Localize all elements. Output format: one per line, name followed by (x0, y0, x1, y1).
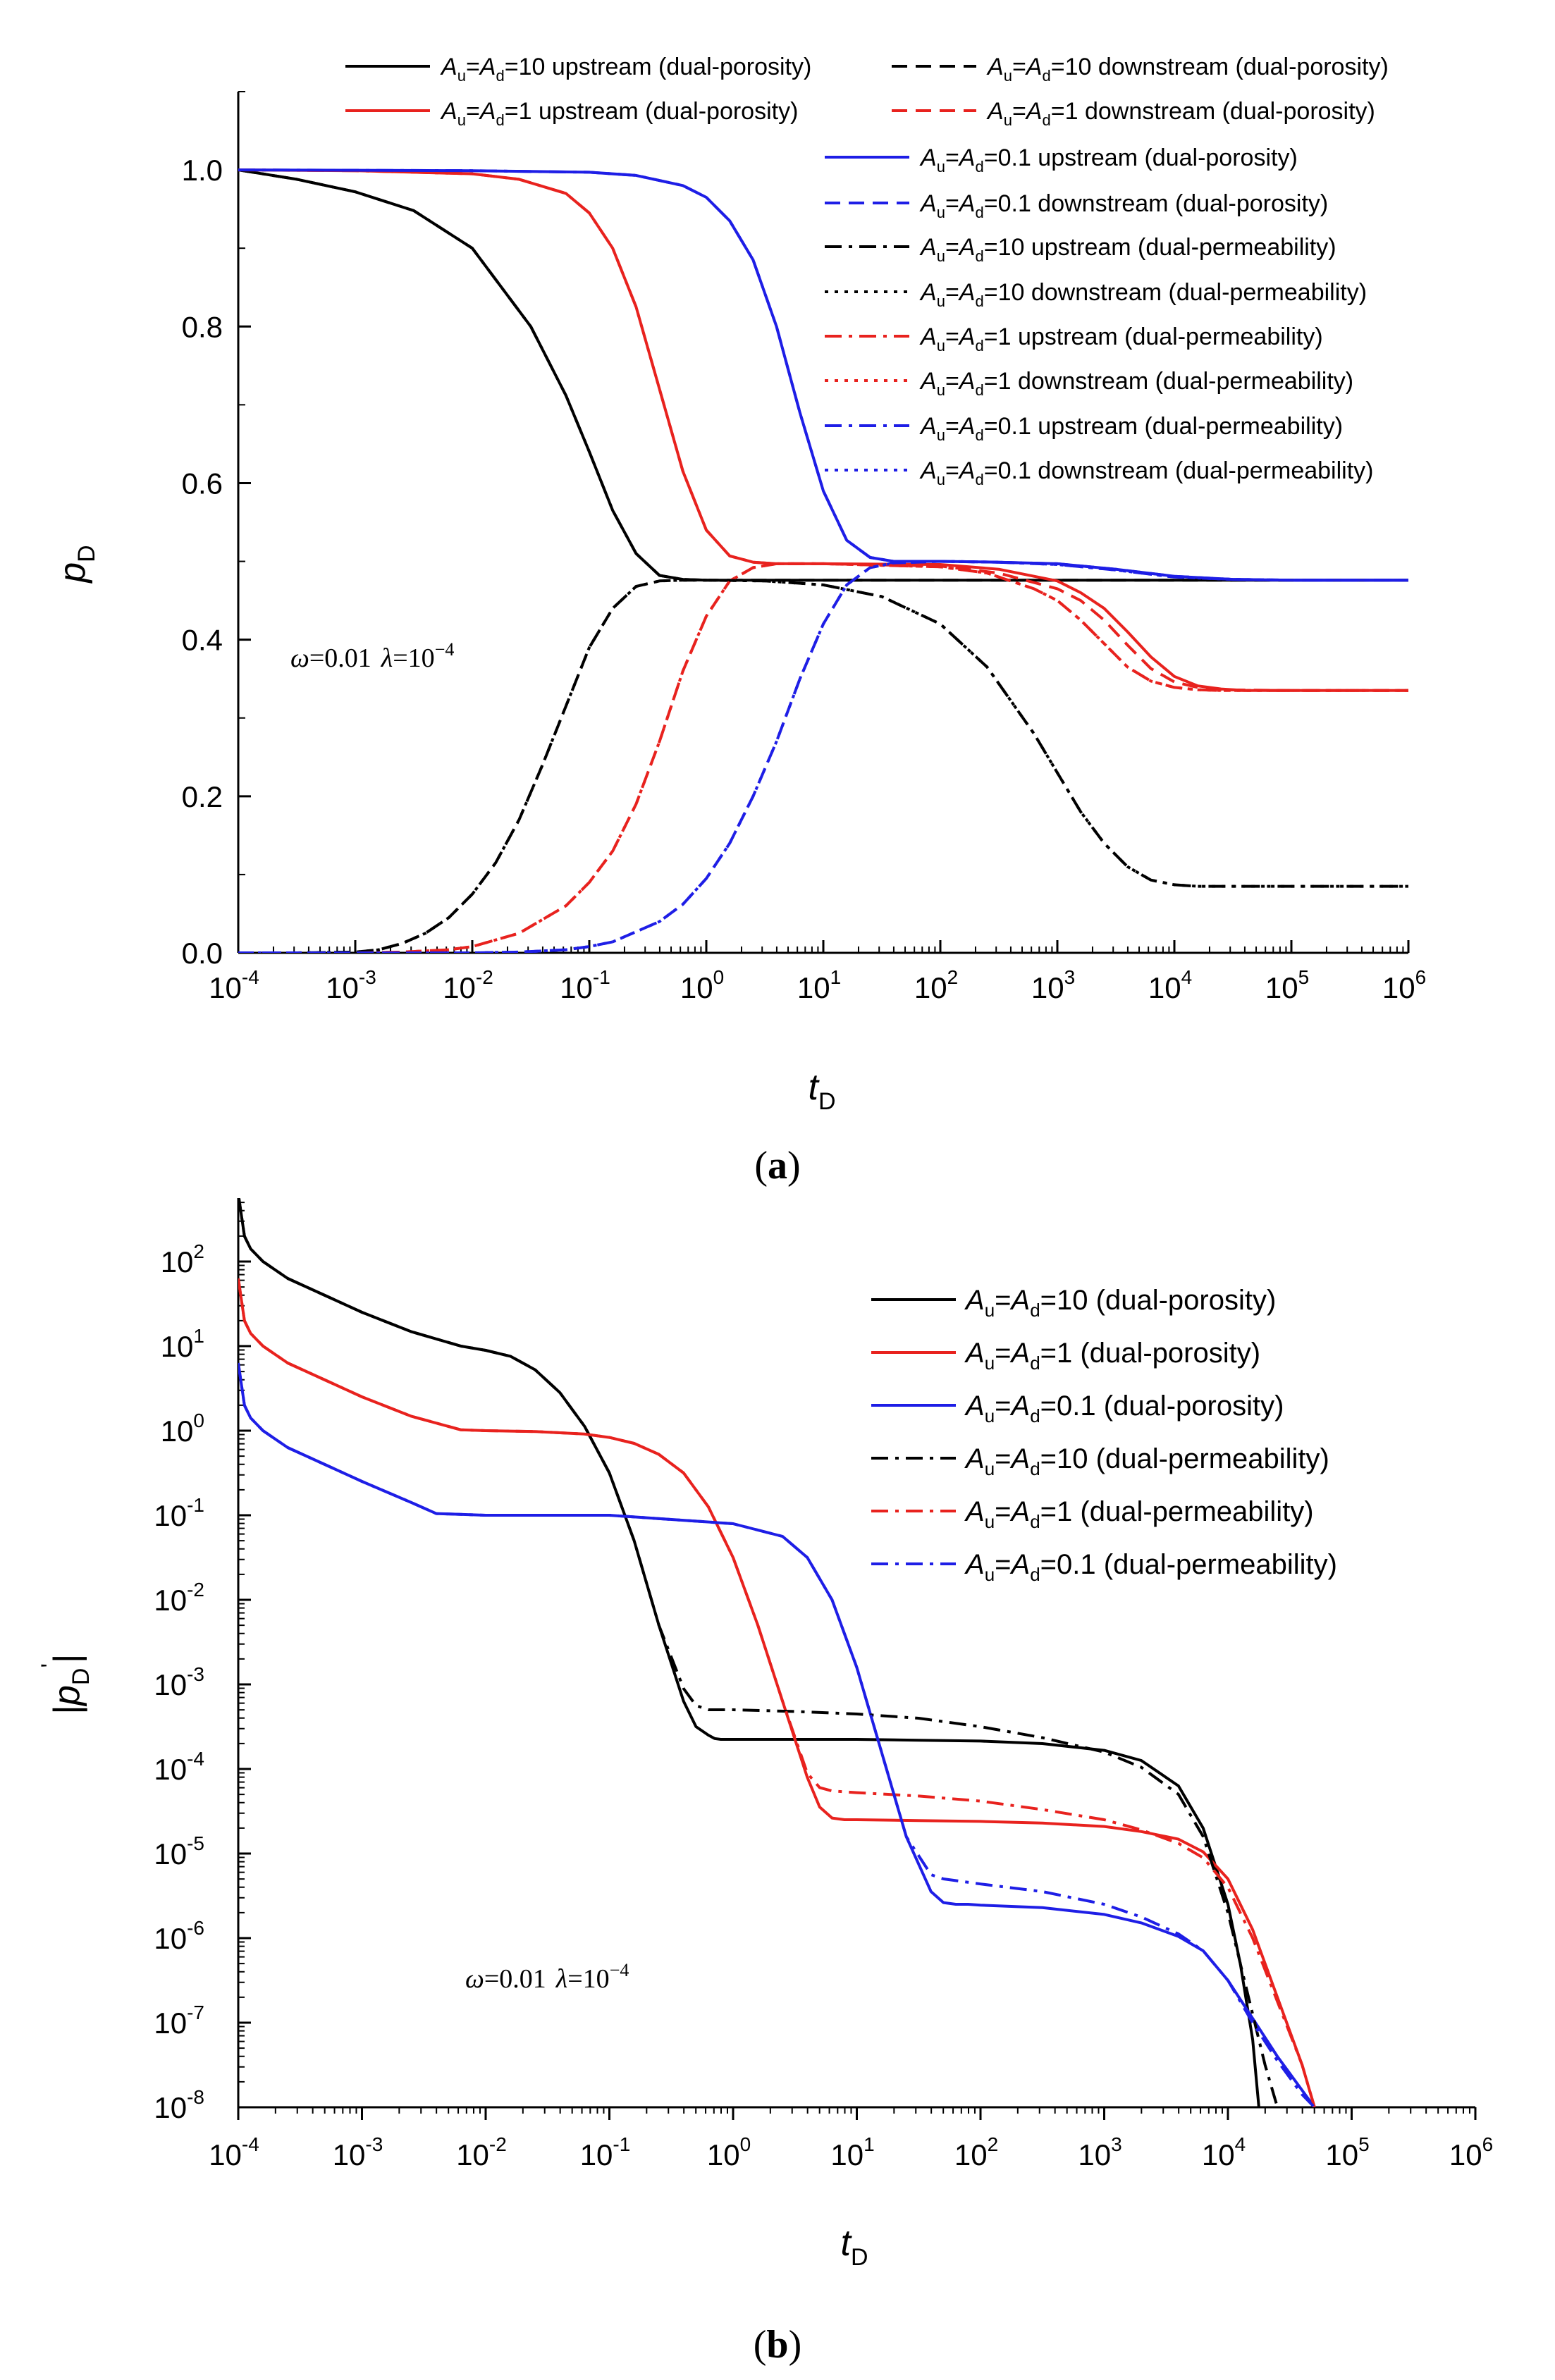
chart-b-annotation: ω=0.01 λ=10−4 (465, 1960, 629, 1994)
chart-b-legend-label: Au=Ad=1 (dual-permeability) (964, 1496, 1314, 1532)
chart-b-xtick-label: 101 (830, 2133, 874, 2171)
chart-a-annotation: ω=0.01 λ=10−4 (290, 639, 454, 673)
chart-a-ytick-label: 0.2 (182, 780, 223, 813)
chart-a-legend-label: Au=Ad=1 upstream (dual-permeability) (919, 323, 1323, 354)
chart-b-legend-label: Au=Ad=0.1 (dual-permeability) (964, 1549, 1337, 1585)
chart-a-series-line (238, 168, 1408, 692)
chart-a-series (238, 168, 1408, 953)
chart-a-ylabel: pD (52, 545, 100, 584)
chart-a-xtick-label: 10-4 (209, 966, 259, 1004)
chart-a-series-line (238, 579, 1408, 953)
chart-b-legend-label: Au=Ad=10 (dual-porosity) (964, 1285, 1276, 1321)
chart-b-ytick-label: 10-5 (154, 1832, 204, 1870)
chart-a-legend-label: Au=Ad=10 upstream (dual-permeability) (919, 234, 1336, 265)
chart-a-legend-label: Au=Ad=0.1 downstream (dual-porosity) (919, 190, 1328, 221)
chart-b-xtick-label: 10-1 (580, 2133, 631, 2171)
chart-b-xtick-label: 10-4 (209, 2133, 259, 2171)
chart-b-ytick-label: 10-2 (154, 1579, 204, 1617)
chart-b-ytick-label: 10-3 (154, 1663, 204, 1701)
chart-a-xtick-label: 10-2 (443, 966, 493, 1004)
chart-a-ytick-label: 0.6 (182, 467, 223, 500)
chart-b-series-line (238, 1362, 1316, 2107)
chart-a-xtick-label: 10-3 (326, 966, 376, 1004)
chart-a-y-ticks: 0.0 0.2 0.4 0.6 0.8 1.0 (182, 91, 251, 970)
chart-a-xtick-label: 104 (1148, 966, 1192, 1004)
chart-b-xtick-label: 100 (707, 2133, 751, 2171)
panel-b-label: (b) (754, 2323, 801, 2367)
chart-b-y-ticks: 10-8 10-7 10-6 10-5 10-4 10-3 10-2 10-1 100 101 10… (154, 1202, 251, 2124)
chart-b-legend-label: Au=Ad=0.1 (dual-porosity) (964, 1391, 1284, 1426)
chart-b-legend-label: Au=Ad=10 (dual-permeability) (964, 1443, 1329, 1479)
chart-a-series-line (238, 560, 1408, 953)
chart-a-legend-label: Au=Ad=1 downstream (dual-porosity) (986, 98, 1375, 129)
chart-b-xtick-label: 106 (1449, 2133, 1493, 2171)
chart-a-legend-label: Au=Ad=10 upstream (dual-porosity) (440, 54, 811, 85)
chart-b-ytick-label: 10-1 (154, 1494, 204, 1532)
chart-b-ytick-label: 100 (161, 1410, 204, 1448)
chart-a-legend-label: Au=Ad=0.1 downstream (dual-permeability) (919, 457, 1373, 488)
chart-a-x-ticks: 10-4 10-3 10-2 10-1 100 101 102 103 104 105 106 (209, 940, 1426, 1004)
panel-a-label: (a) (754, 1144, 800, 1188)
chart-a-xtick-label: 102 (914, 966, 958, 1004)
chart-b-xtick-label: 10-3 (333, 2133, 383, 2171)
chart-b-xtick-label: 10-2 (456, 2133, 507, 2171)
chart-b-xtick-label: 105 (1325, 2133, 1369, 2171)
chart-a-series-line (238, 579, 1408, 953)
chart-a-legend-label: Au=Ad=1 downstream (dual-permeability) (919, 368, 1353, 399)
chart-b-series-line (238, 1198, 1279, 2107)
chart-a-gridlines-axes (237, 92, 1408, 954)
chart-b-ytick-label: 101 (161, 1325, 204, 1363)
chart-a-ytick-label: 1.0 (182, 154, 223, 187)
chart-a-legend-label: Au=Ad=0.1 upstream (dual-porosity) (919, 144, 1298, 175)
chart-a-legend: Au=Ad=10 upstream (dual-porosity) Au=Ad=1… (345, 54, 1389, 488)
chart-a-legend-label: Au=Ad=10 downstream (dual-permeability) (919, 279, 1367, 310)
chart-a-xtick-label: 101 (797, 966, 841, 1004)
chart-a-xtick-label: 100 (680, 966, 724, 1004)
chart-a-ytick-label: 0.4 (182, 624, 223, 657)
chart-a: 0.00.20.40.60.81.0 10-4 10-3 10-2 10-1 100 10… (52, 54, 1426, 1188)
chart-b-legend: Au=Ad=10 (dual-porosity) Au=Ad=1 (dual-po… (871, 1285, 1337, 1585)
chart-b-series-line (238, 1362, 1316, 2107)
chart-b-ytick-label: 10-7 (154, 2002, 204, 2040)
chart-a-xtick-label: 10-1 (560, 966, 610, 1004)
chart-b-ytick-label: 10-4 (154, 1748, 204, 1786)
chart-b-xtick-label: 104 (1202, 2133, 1246, 2171)
chart-a-series-line (238, 168, 1408, 888)
chart-b-series-line (238, 1278, 1316, 2107)
chart-a-series-line (238, 168, 1408, 582)
chart-a-legend-label: Au=Ad=1 upstream (dual-porosity) (440, 98, 798, 129)
chart-a-series-line (238, 560, 1408, 953)
chart-a-ytick-label: 0.8 (182, 310, 223, 343)
chart-b-ytick-label: 10-6 (154, 1917, 204, 1955)
chart-b-legend-label: Au=Ad=1 (dual-porosity) (964, 1338, 1260, 1374)
chart-a-xtick-label: 105 (1265, 966, 1309, 1004)
chart-a-legend-label: Au=Ad=10 downstream (dual-porosity) (986, 54, 1389, 85)
chart-a-xtick-label: 103 (1031, 966, 1075, 1004)
chart-b-xlabel: tD (840, 2223, 868, 2271)
chart-a-xtick-label: 106 (1382, 966, 1426, 1004)
chart-b-x-ticks: 10-4 10-3 10-2 10-1 100 101 102 103 104 105 106 (209, 2107, 1493, 2171)
chart-b-ylabel: |pD'| (37, 1653, 94, 1715)
chart-a-xlabel: tD (808, 1067, 835, 1115)
chart-a-ytick-label: 0.0 (182, 937, 223, 970)
chart-b: 10-810-710-610-510-410-310-210-110010110… (37, 1198, 1493, 2367)
chart-b-series (238, 1198, 1316, 2107)
chart-b-ytick-label: 10-8 (154, 2086, 204, 2124)
chart-b-ytick-label: 102 (161, 1240, 204, 1278)
chart-b-xtick-label: 103 (1078, 2133, 1121, 2171)
chart-a-legend-label: Au=Ad=0.1 upstream (dual-permeability) (919, 413, 1343, 444)
chart-b-xtick-label: 102 (954, 2133, 998, 2171)
chart-b-series-line (238, 1198, 1260, 2107)
